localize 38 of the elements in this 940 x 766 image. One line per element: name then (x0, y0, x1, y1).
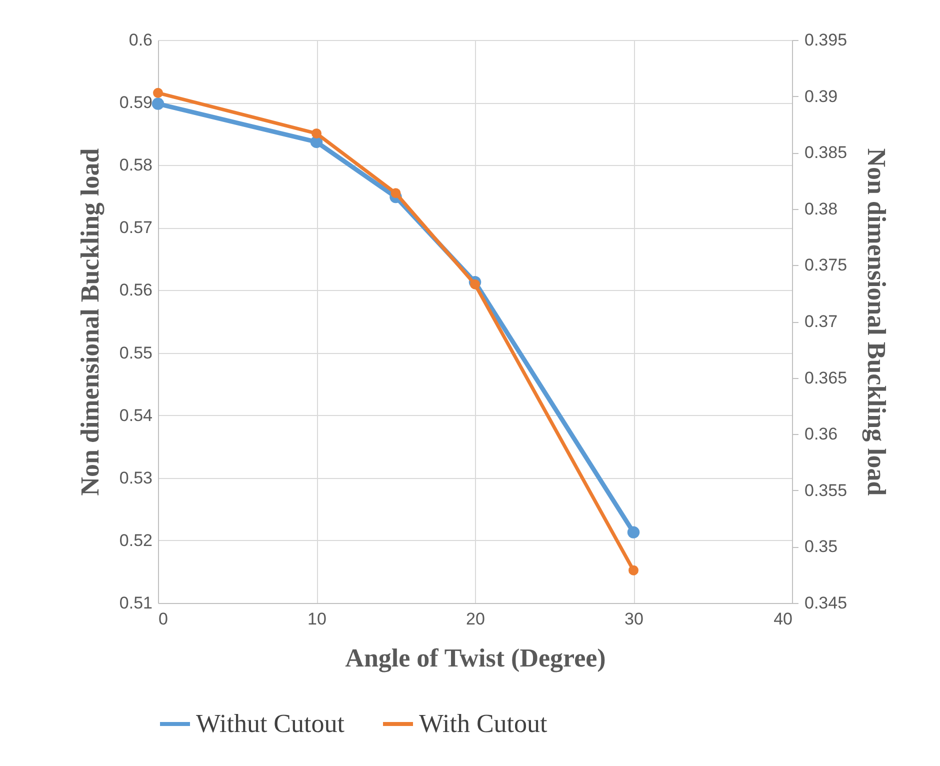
y-tick-label: 0.59 (119, 93, 152, 112)
y-tick-label: 0.58 (119, 156, 152, 175)
point (470, 279, 480, 290)
x-axis-title: Angle of Twist (Degree) (345, 644, 606, 672)
x-tick-label: 40 (774, 610, 792, 628)
point (312, 128, 322, 138)
y2-tick-label: 0.385 (804, 143, 848, 162)
y2-tick-label: 0.36 (804, 424, 838, 444)
y-tick-label: 0.6 (128, 30, 152, 50)
y-tick-label: 0.53 (119, 468, 152, 488)
y2-tick-label: 0.375 (804, 256, 848, 275)
y-tick-label: 0.54 (119, 406, 152, 425)
x-tick-label: 0 (158, 610, 168, 628)
legend-label: Withut Cutout (196, 709, 346, 738)
y2-tick-label: 0.355 (804, 480, 848, 500)
y2-tick-label: 0.38 (804, 199, 838, 218)
x-tick-label: 10 (308, 610, 326, 628)
y-tick-label: 0.55 (119, 343, 152, 362)
y-tick-label: 0.56 (119, 280, 152, 300)
y2-tick-label: 0.39 (804, 86, 838, 106)
y2-tick-label: 0.365 (804, 368, 848, 388)
y2-tick-label: 0.345 (804, 594, 848, 612)
point (390, 188, 401, 198)
y-axis-title: Non dimensional Buckling load (75, 148, 104, 496)
point (152, 98, 164, 110)
x-tick-label: 30 (624, 610, 644, 628)
legend-label: With Cutout (419, 709, 548, 738)
x-tick-label: 20 (466, 610, 485, 628)
y2-tick-label: 0.35 (804, 537, 838, 556)
y-tick-label: 0.52 (119, 530, 152, 550)
point (628, 565, 638, 576)
y2-tick-label: 0.395 (804, 30, 848, 50)
y2-tick-label: 0.37 (804, 312, 838, 331)
y2-axis-title: Non dimensional Buckling load (862, 148, 892, 496)
point (627, 526, 640, 538)
point (153, 88, 163, 98)
y-tick-label: 0.57 (119, 218, 152, 238)
y-tick-label: 0.51 (119, 594, 152, 612)
